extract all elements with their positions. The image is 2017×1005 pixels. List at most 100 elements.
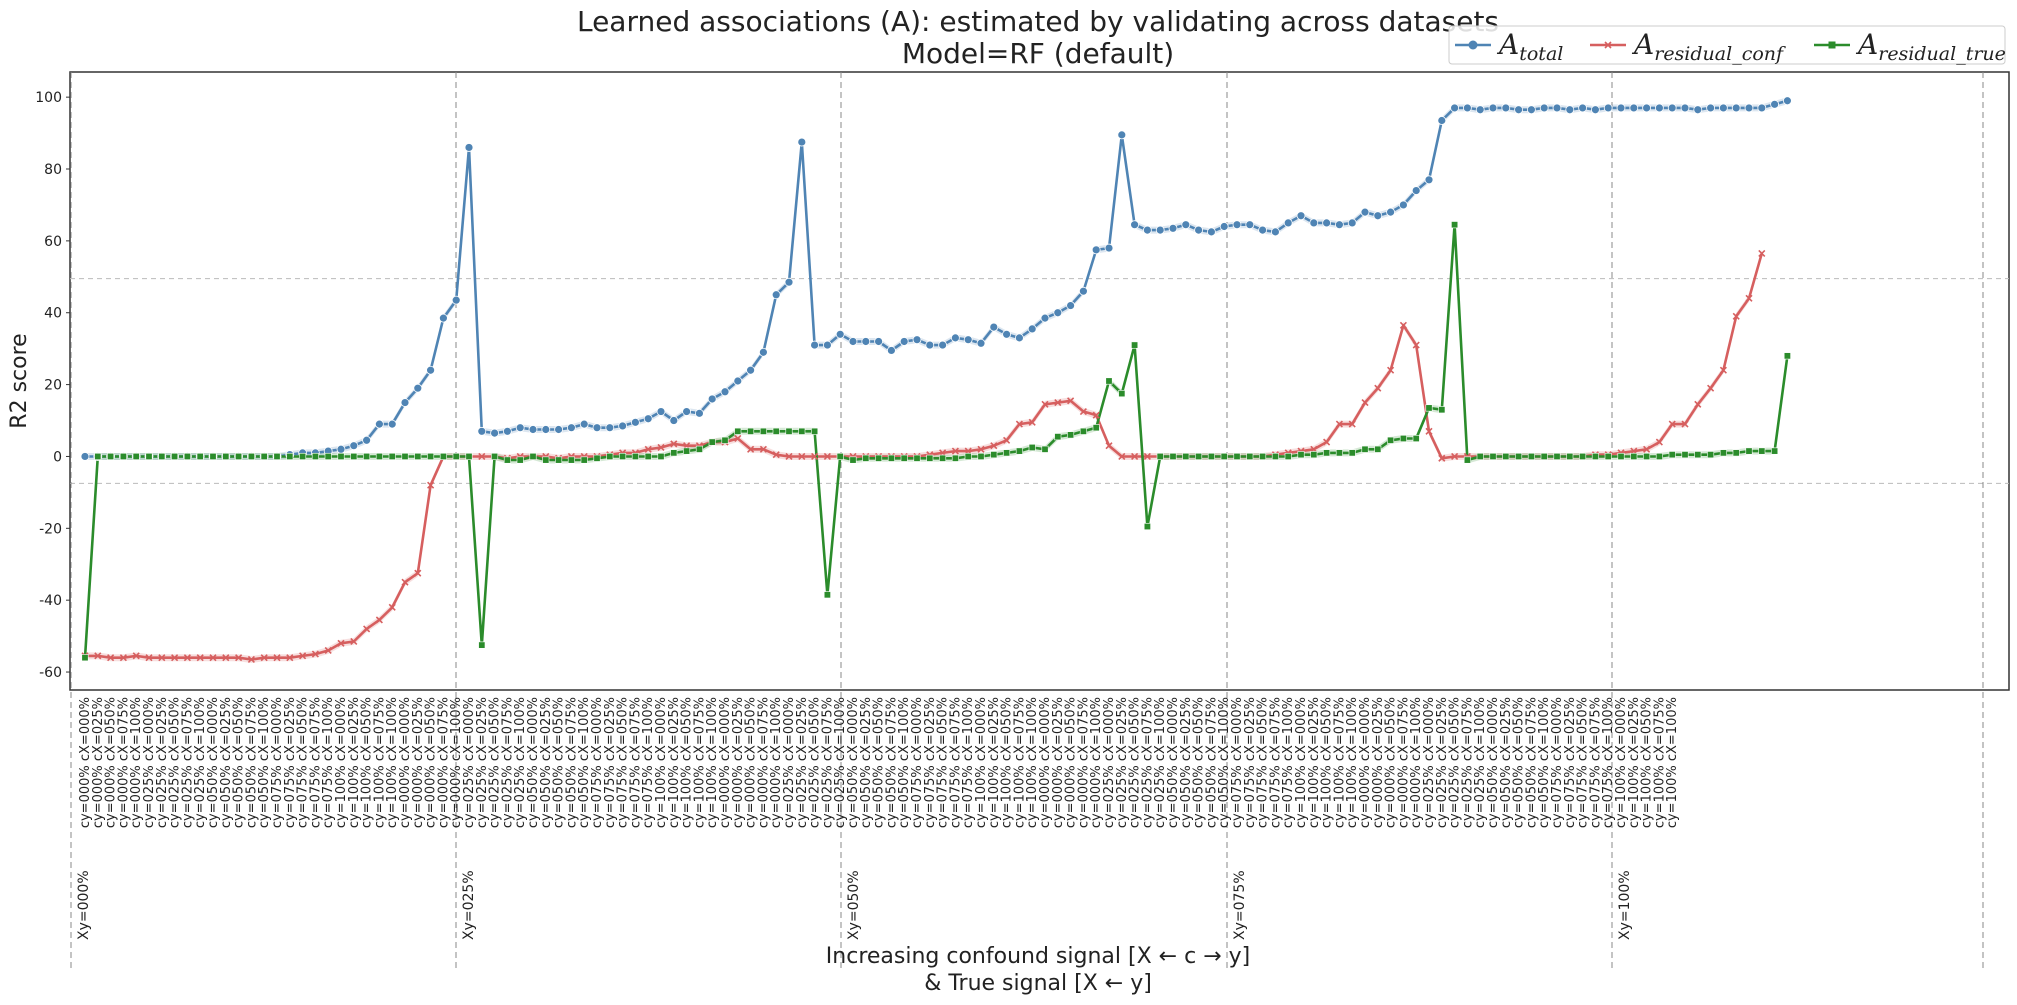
series-1-point-8 (183, 654, 191, 662)
x-axis-label-line1: Increasing confound signal [X ← c → y] (826, 944, 1250, 969)
x-tick-label-110: cy=050% cX=000% (1486, 697, 1501, 828)
series-2-point-75 (1041, 445, 1049, 453)
series-0-point-43 (631, 417, 640, 427)
series-0-point-30 (464, 143, 474, 152)
confidence-bands (85, 97, 1788, 663)
legend-label-0: Atotal (1496, 28, 1563, 65)
series-0-point-29 (451, 295, 461, 305)
series-2-point-28 (439, 452, 447, 460)
series-2-point-82 (1131, 341, 1139, 349)
series-2-point-37 (555, 456, 563, 464)
series-2-point-111 (1502, 452, 1510, 460)
series-0-point-32 (490, 428, 500, 438)
series-0-point-80 (1104, 243, 1114, 253)
series-0-point-126 (1693, 105, 1703, 115)
x-tick-label-114: cy=050% cX=100% (1537, 697, 1552, 828)
series-1-point-11 (222, 654, 230, 662)
series-2-point-15 (273, 452, 281, 460)
series-1-point-21 (350, 637, 358, 646)
series-0-point-90 (1232, 220, 1242, 230)
series-0-point-77 (1066, 301, 1075, 310)
series-1-point-46 (670, 440, 678, 448)
series-2-point-73 (1015, 447, 1023, 455)
series-2-point-19 (324, 452, 332, 460)
series-0-point-83 (1143, 225, 1152, 235)
series-1-point-44 (644, 445, 652, 453)
x-tick-label-92: cy=075% cX=050% (1256, 697, 1271, 828)
series-2-point-62 (875, 454, 883, 462)
series-1-point-22 (363, 625, 371, 633)
series-2-point-84 (1156, 452, 1164, 460)
x-tick-label-60: cy=050% cX=000% (846, 697, 861, 828)
series-2-point-61 (862, 454, 870, 462)
x-axis-label-line2: & True signal [X ← y] (924, 971, 1152, 996)
x-tick-label-100: cy=000% cX=000% (1358, 697, 1373, 828)
group-labels: Xy=000% Xy=025% Xy=050% Xy=075% Xy=100% (76, 870, 1633, 940)
series-2-point-57 (811, 427, 819, 435)
series-1-point-10 (209, 654, 217, 662)
series-0-point-125 (1680, 103, 1690, 113)
x-tick-label-73: cy=100% cX=075% (1012, 697, 1027, 828)
series-2-point-94 (1284, 452, 1292, 460)
series-0-point-114 (1539, 103, 1549, 113)
series-0-point-69 (963, 335, 973, 345)
series-1-point-70 (977, 445, 985, 453)
x-tick-label-6: cy=025% cX=025% (155, 697, 170, 828)
series-2-point-66 (926, 454, 934, 462)
series-0-point-23 (374, 419, 384, 429)
series-0-point-117 (1578, 103, 1587, 113)
group-label-3: Xy=075% (1232, 870, 1248, 940)
x-tick-label-61: cy=050% cX=025% (859, 697, 874, 828)
series-0-point-27 (426, 365, 436, 375)
series-2-point-30 (465, 452, 473, 460)
series-1-point-126 (1694, 400, 1702, 408)
series-0-point-103 (1399, 200, 1408, 210)
y-tick-label-6: 60 (44, 234, 62, 250)
x-tick-label-22: cy=100% cX=050% (360, 697, 375, 828)
x-tick-label-99: cy=100% cX=100% (1345, 697, 1360, 828)
series-2-point-67 (939, 454, 947, 462)
series-1-point-6 (158, 654, 166, 662)
x-tick-label-29: cy=000% cX=100% (449, 697, 464, 828)
x-tick-label-17: cy=075% cX=050% (296, 697, 311, 828)
series-2-point-55 (785, 427, 793, 435)
series-2-point-9 (196, 452, 204, 460)
series-1-point-51 (734, 434, 742, 443)
x-tick-label-32: cy=025% cX=050% (488, 697, 503, 828)
y-tick-label-5: 40 (44, 306, 62, 322)
x-tick-label-87: cy=050% cX=050% (1192, 697, 1207, 828)
series-0-point-102 (1386, 207, 1395, 217)
series-0-point-106 (1437, 116, 1447, 125)
y-tick-label-4: 20 (44, 378, 62, 394)
series-2-point-14 (260, 452, 268, 460)
series-0-point-120 (1616, 103, 1626, 113)
series-1-point-105 (1425, 427, 1433, 435)
series-2-point-24 (388, 452, 396, 460)
series-1-point-72 (1003, 436, 1011, 444)
y-axis-ticks: -60 -40 -20 0 20 40 60 80 100 (35, 90, 70, 681)
x-tick-label-50: cy=000% cX=000% (718, 697, 733, 828)
series-2-point-18 (311, 452, 319, 460)
series-1-point-15 (273, 654, 281, 662)
series-2-point-96 (1310, 451, 1318, 459)
x-tick-label-101: cy=000% cX=025% (1371, 697, 1386, 828)
x-tick-label-12: cy=050% cX=050% (232, 697, 247, 828)
series-2-point-46 (670, 449, 678, 457)
x-tick-label-64: cy=050% cX=100% (897, 697, 912, 828)
chart-title: Learned associations (A): estimated by v… (577, 5, 1499, 38)
x-tick-label-56: cy=025% cX=025% (795, 697, 810, 828)
legend-marker-2 (1828, 41, 1836, 49)
x-tick-label-74: cy=100% cX=100% (1025, 697, 1040, 828)
x-tick-label-93: cy=075% cX=075% (1268, 697, 1283, 828)
series-0-point-54 (771, 290, 781, 300)
x-tick-label-48: cy=100% cX=075% (692, 697, 707, 828)
series-0-point-66 (925, 340, 935, 350)
series-2-point-125 (1681, 451, 1689, 459)
series-1-point-100 (1361, 398, 1369, 407)
series-0-point-63 (887, 346, 896, 355)
series-0-point-132 (1770, 99, 1779, 109)
series-0-point-100 (1360, 207, 1370, 217)
series-0-point-59 (835, 329, 845, 339)
series-1-point-107 (1451, 452, 1459, 461)
series-2-point-26 (414, 452, 422, 460)
